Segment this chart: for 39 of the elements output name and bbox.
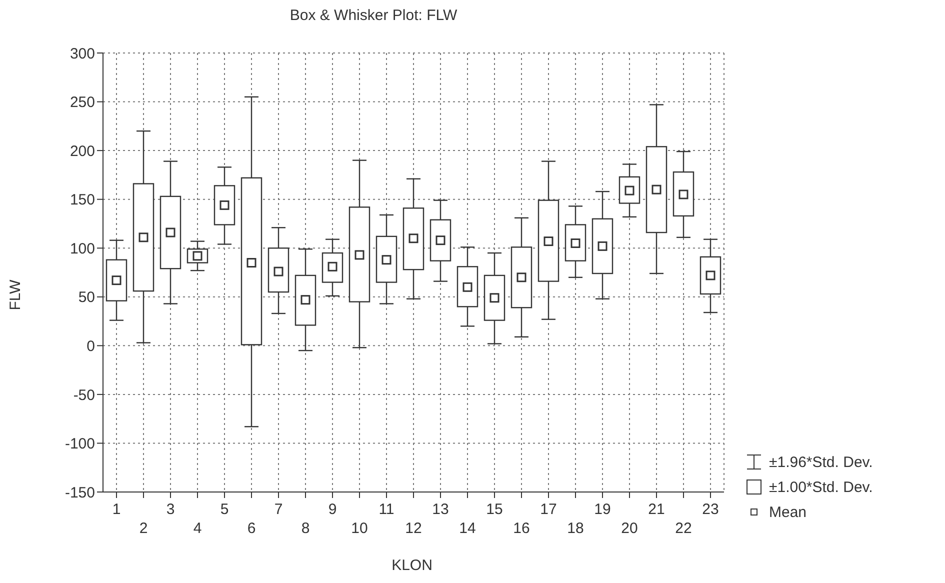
x-tick-label: 22	[675, 520, 692, 537]
x-tick-label: 9	[328, 501, 337, 518]
x-tick-label: 16	[513, 520, 530, 537]
text: Mean	[769, 504, 807, 521]
y-tick-label: -100	[64, 436, 95, 453]
x-tick-label: 15	[486, 501, 503, 518]
y-tick-label: 150	[70, 192, 95, 209]
x-tick-label: 21	[648, 501, 665, 518]
y-tick-label: 200	[70, 142, 95, 160]
y-tick-label: 250	[70, 94, 95, 112]
x-tick-label: 23	[702, 501, 719, 518]
chart-title: Box & Whisker Plot: FLW	[290, 7, 458, 24]
y-tick-label: -50	[73, 386, 95, 404]
x-axis-title: KLON	[392, 557, 432, 574]
y-tick-label: -150	[64, 484, 95, 502]
x-tick-label: 18	[567, 520, 584, 537]
text: ±1.96*Std. Dev.	[769, 454, 873, 471]
x-tick-label: 5	[220, 501, 229, 518]
x-tick-label: 2	[139, 520, 148, 537]
x-tick-label: 13	[432, 501, 449, 518]
x-tick-label: 1	[112, 501, 121, 518]
x-tick-label: 19	[594, 501, 611, 518]
x-tick-label: 11	[378, 501, 394, 518]
y-tick-label: 50	[78, 289, 95, 306]
y-tick-label: 100	[70, 240, 95, 258]
x-tick-label: 20	[621, 520, 638, 537]
x-tick-label: 4	[193, 520, 202, 537]
x-tick-label: 10	[351, 520, 368, 537]
x-tick-label: 17	[540, 501, 557, 518]
x-tick-label: 14	[459, 520, 476, 537]
text: ±1.00*Std. Dev.	[769, 479, 873, 496]
x-tick-label: 6	[247, 520, 256, 537]
y-tick-label: 0	[86, 338, 95, 355]
y-tick-label: 300	[70, 45, 95, 62]
x-tick-label: 12	[405, 520, 422, 537]
x-tick-label: 3	[166, 501, 175, 518]
x-tick-label: 7	[274, 501, 283, 518]
x-tick-label: 8	[301, 520, 310, 537]
y-axis-title: FLW	[7, 278, 24, 310]
